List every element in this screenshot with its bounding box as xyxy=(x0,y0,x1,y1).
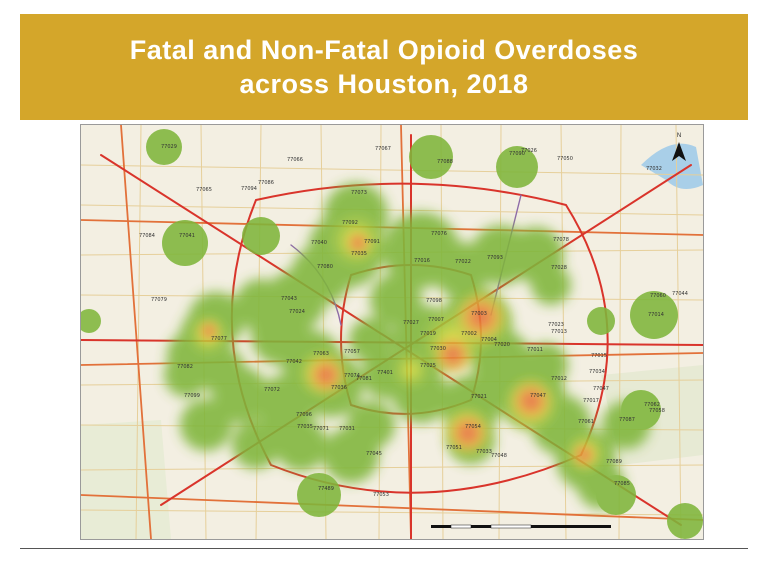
zip-label: 77023 xyxy=(548,322,564,328)
zip-label: 77053 xyxy=(373,492,389,498)
zip-label: 77044 xyxy=(672,291,688,297)
zip-label: 77016 xyxy=(414,258,430,264)
zip-label: 77086 xyxy=(258,180,274,186)
zip-label: 77401 xyxy=(377,370,393,376)
zip-label: 77021 xyxy=(471,394,487,400)
zip-label: 77004 xyxy=(481,337,497,343)
zip-label: 77003 xyxy=(471,311,487,317)
park-area xyxy=(81,420,171,539)
zip-label: 77089 xyxy=(606,459,622,465)
zip-label: 77081 xyxy=(356,376,372,382)
zip-label: 77084 xyxy=(139,233,155,239)
zip-label: 77063 xyxy=(313,351,329,357)
zip-label: 77088 xyxy=(437,159,453,165)
zip-label: 77077 xyxy=(211,336,227,342)
zip-label: 77047 xyxy=(593,386,609,392)
zip-label: 77007 xyxy=(428,317,444,323)
zip-label: 77073 xyxy=(351,190,367,196)
zip-label: 77048 xyxy=(491,453,507,459)
zip-label: 77012 xyxy=(551,376,567,382)
zip-label: 77041 xyxy=(179,233,195,239)
zip-label: 77020 xyxy=(494,342,510,348)
zip-label: 77060 xyxy=(650,293,666,299)
zip-label: 77061 xyxy=(578,419,594,425)
zip-label: 77011 xyxy=(527,347,543,353)
zip-label: 77002 xyxy=(461,331,477,337)
zip-label: 77028 xyxy=(551,265,567,271)
zip-label: 77085 xyxy=(614,481,630,487)
zip-label: 77040 xyxy=(311,240,327,246)
zip-label: 77034 xyxy=(589,369,605,375)
zip-label: 77092 xyxy=(342,220,358,226)
north-label: N xyxy=(677,133,681,139)
slide-title-line-2: across Houston, 2018 xyxy=(239,69,529,99)
zip-label: 77087 xyxy=(619,417,635,423)
title-banner: Fatal and Non-Fatal Opioid Overdoses acr… xyxy=(20,14,748,120)
zip-label: 77027 xyxy=(403,320,419,326)
zip-label: 77094 xyxy=(241,186,257,192)
zip-label: 77054 xyxy=(465,424,481,430)
zip-label: 77032 xyxy=(646,166,662,172)
zip-label: 77058 xyxy=(649,408,665,414)
zip-label: 77071 xyxy=(313,426,329,432)
zip-label: 77076 xyxy=(431,231,447,237)
isolated-clusters xyxy=(81,129,703,539)
zip-label: 77014 xyxy=(648,312,664,318)
zip-label: 77096 xyxy=(296,412,312,418)
zip-label: 77051 xyxy=(446,445,462,451)
zip-label: 77067 xyxy=(375,146,391,152)
zip-label: 77026 xyxy=(521,148,537,154)
zip-label: 77019 xyxy=(420,331,436,337)
zip-label: 77050 xyxy=(557,156,573,162)
zip-label: 77489 xyxy=(318,486,334,492)
zip-label: 77042 xyxy=(286,359,302,365)
zip-label: 77074 xyxy=(344,373,360,379)
zip-label: 77043 xyxy=(281,296,297,302)
heat-density-high xyxy=(197,229,598,469)
zip-label: 77024 xyxy=(289,309,305,315)
zip-label: 77080 xyxy=(317,264,333,270)
zip-label: 77035 xyxy=(297,424,313,430)
north-arrow-icon: N xyxy=(672,133,686,161)
zip-label: 77029 xyxy=(161,144,177,150)
zip-label: 77030 xyxy=(430,346,446,352)
zip-label: 77036 xyxy=(331,385,347,391)
zip-label: 77025 xyxy=(420,363,436,369)
zip-label: 77013 xyxy=(551,329,567,335)
zip-label: 77090 xyxy=(509,151,525,157)
zip-label: 77091 xyxy=(364,239,380,245)
zip-label: 77093 xyxy=(487,255,503,261)
zip-label: 77099 xyxy=(184,393,200,399)
heatmap-map: 77029 77067 77090 77088 77040 77091 77092 77080… xyxy=(80,124,704,540)
zip-label: 77072 xyxy=(264,387,280,393)
zip-label: 77031 xyxy=(339,426,355,432)
zip-label: 77035 xyxy=(351,251,367,257)
zip-label: 77045 xyxy=(366,451,382,457)
zip-label: 77098 xyxy=(426,298,442,304)
zip-label: 77047 xyxy=(530,393,546,399)
zip-label: 77065 xyxy=(196,187,212,193)
zip-label: 77082 xyxy=(177,364,193,370)
zip-label: 77033 xyxy=(476,449,492,455)
zip-label: 77022 xyxy=(455,259,471,265)
slide-bottom-rule xyxy=(20,548,748,549)
zip-label: 77062 xyxy=(644,402,660,408)
zip-label: 77066 xyxy=(287,157,303,163)
scale-bar xyxy=(431,524,611,529)
zip-label: 77017 xyxy=(583,398,599,404)
zip-label: 77078 xyxy=(553,237,569,243)
lake-water xyxy=(641,143,703,189)
map-canvas: 77029 77067 77090 77088 77040 77091 77092 77080… xyxy=(81,125,703,539)
zip-code-labels: 77029 77067 77090 77088 77040 77091 77092 77080… xyxy=(139,144,688,498)
zip-label: 77015 xyxy=(591,353,607,359)
heatmap-layer xyxy=(81,129,703,539)
zip-label: 77057 xyxy=(344,349,360,355)
slide-title-line-1: Fatal and Non-Fatal Opioid Overdoses xyxy=(129,35,639,65)
zip-label: 77079 xyxy=(151,297,167,303)
